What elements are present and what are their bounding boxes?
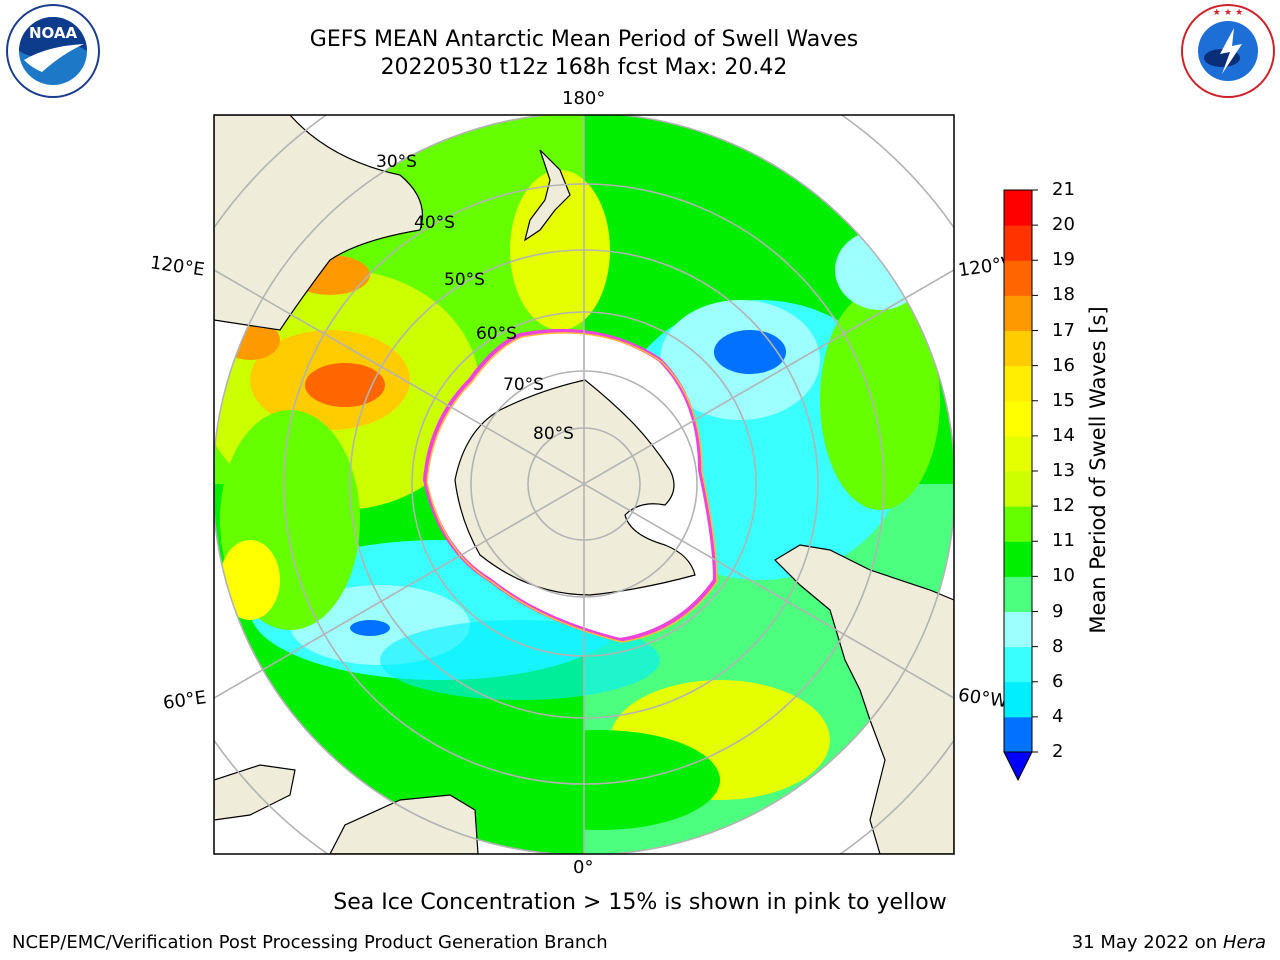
colorbar-tick-label: 20 <box>1052 214 1075 236</box>
lon-label-0: 0° <box>573 857 594 878</box>
lat-label-70s: 70°S <box>503 375 544 395</box>
noaa-logo: NOAA <box>6 4 100 98</box>
colorbar-tick-label: 11 <box>1052 530 1075 552</box>
colorbar-tick-label: 2 <box>1052 741 1064 762</box>
colorbar-segment <box>1004 435 1032 472</box>
colorbar-segment <box>1004 260 1032 296</box>
australia-landmass <box>214 115 424 331</box>
chart-subtitle: 20220530 t12z 168h fcst Max: 20.42 <box>380 55 788 80</box>
antarctica <box>454 379 696 596</box>
footer-host: Hera <box>1222 932 1266 953</box>
graticule <box>214 115 954 854</box>
colorbar-tick-label: 21 <box>1052 179 1075 200</box>
colorbar-tick-label: 10 <box>1052 565 1075 587</box>
colorbar-segment <box>1004 330 1032 367</box>
colorbar-segment <box>1004 471 1032 507</box>
chart-title: GEFS MEAN Antarctic Mean Period of Swell… <box>309 27 859 52</box>
colorbar-segment <box>1004 295 1032 331</box>
colorbar-tick-label: 8 <box>1052 635 1064 657</box>
south-america-landmass <box>774 544 954 854</box>
colorbar-segment <box>1004 576 1032 612</box>
lat-label-80s: 80°S <box>533 424 574 444</box>
lat-label-30s: 30°S <box>376 152 417 172</box>
lat-label-40s: 40°S <box>414 213 455 233</box>
colorbar-tick-label: 6 <box>1052 670 1064 692</box>
colorbar-extend-arrow <box>1003 751 1033 782</box>
lat-label-60s: 60°S <box>476 324 517 344</box>
colorbar-segment <box>1004 646 1032 683</box>
new-zealand <box>524 149 571 242</box>
sea-ice-note: Sea Ice Concentration > 15% is shown in … <box>333 890 947 915</box>
colorbar-segment <box>1004 611 1032 648</box>
colorbar-label: Mean Period of Swell Waves [s] <box>1086 306 1110 634</box>
noaa-logo-text: NOAA <box>29 24 78 42</box>
colorbar-tick-label: 9 <box>1052 600 1064 622</box>
map-frame <box>213 114 955 855</box>
colorbar-tick-label: 12 <box>1052 495 1075 517</box>
colorbar-tick-label: 15 <box>1052 389 1075 411</box>
lon-label-180: 180° <box>562 88 606 109</box>
colorbar-tick-label: 17 <box>1052 319 1075 341</box>
footer-date: 31 May 2022 on Hera <box>1072 932 1266 953</box>
colorbar-segment <box>1004 716 1032 753</box>
colorbar-tick-label: 13 <box>1052 460 1075 481</box>
colorbar-segment <box>1004 225 1032 261</box>
lat-label-50s: 50°S <box>444 270 485 290</box>
colorbar-segment <box>1004 541 1032 577</box>
colorbar-segment <box>1004 400 1032 437</box>
colorbar-segment <box>1004 681 1032 718</box>
footer-date-text: 31 May 2022 on <box>1071 932 1223 953</box>
colorbar-segment <box>1004 365 1032 402</box>
africa-landmass <box>329 794 479 854</box>
colorbar-segment <box>1004 506 1032 542</box>
footer-credit: NCEP/EMC/Verification Post Processing Pr… <box>12 932 608 953</box>
colorbar-tick-label: 16 <box>1052 354 1075 376</box>
colorbar-tick-label: 4 <box>1052 705 1064 727</box>
colorbar-segment <box>1004 190 1032 226</box>
colorbar-tick-label: 18 <box>1052 284 1075 306</box>
nws-logo: ★ ★ ★ <box>1181 4 1275 98</box>
madagascar <box>214 764 296 821</box>
colorbar-tick-label: 14 <box>1052 424 1075 446</box>
svg-text:★ ★ ★: ★ ★ ★ <box>1213 8 1243 18</box>
colorbar-tick-label: 19 <box>1052 249 1075 271</box>
